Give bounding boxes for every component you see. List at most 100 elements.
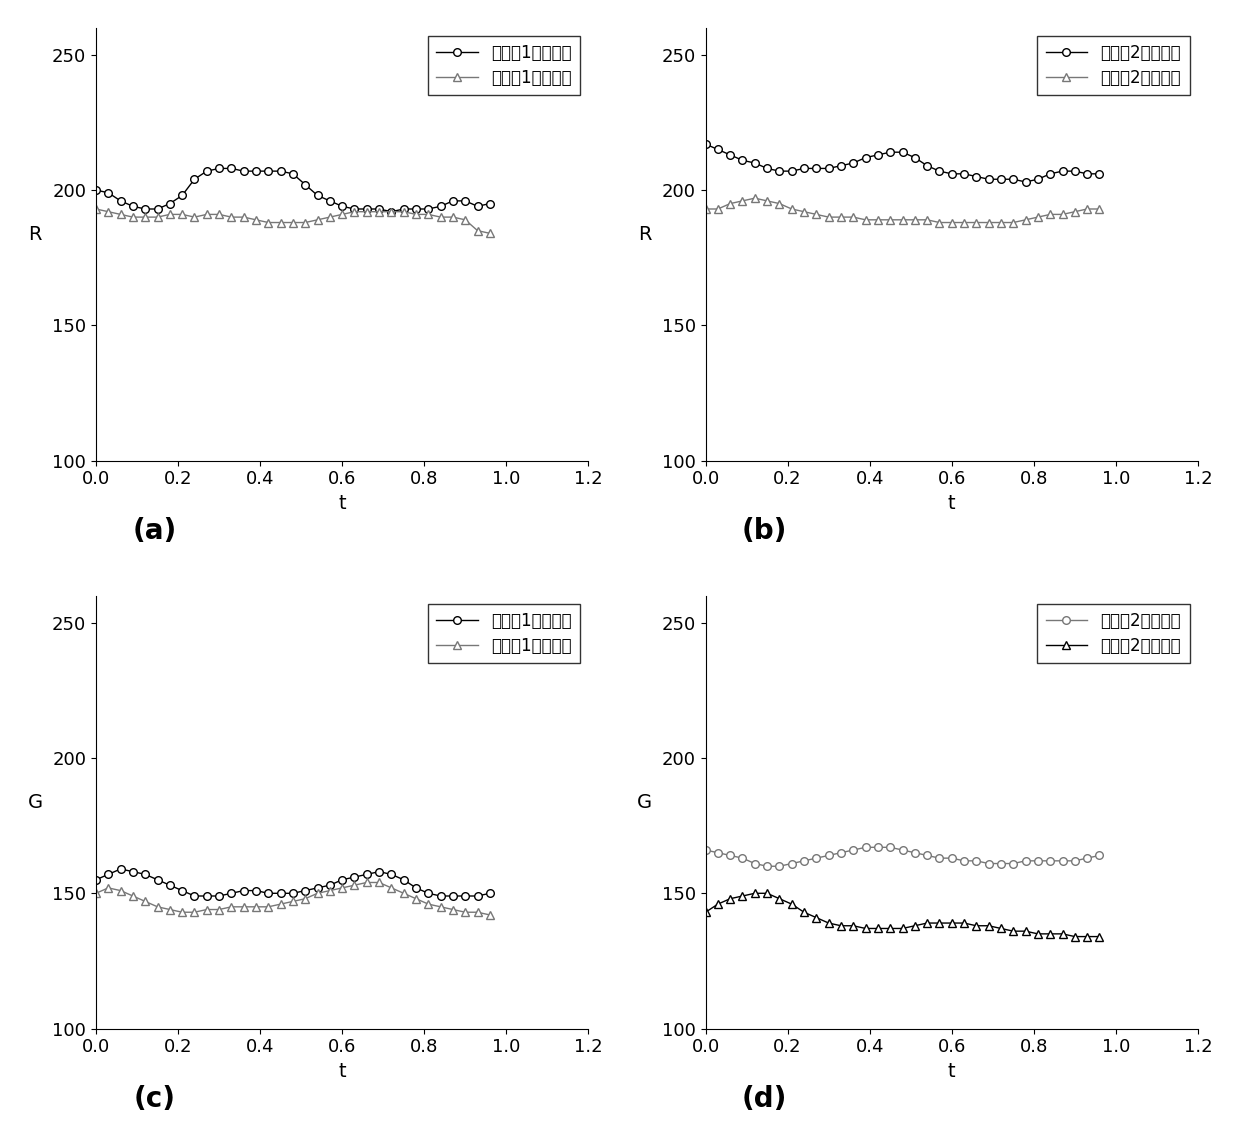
Line: 环境光1单传感器: 环境光1单传感器 bbox=[92, 165, 494, 216]
环境光1双传感器 bbox=[138, 210, 153, 224]
环境光2单传感器 bbox=[748, 156, 763, 169]
环境光1单传感器 bbox=[372, 864, 387, 878]
环境光1双传感器 bbox=[162, 903, 177, 917]
环境光1双传感器 bbox=[433, 210, 448, 224]
环境光2双传感器 bbox=[981, 216, 996, 229]
环境光2单传感器 bbox=[981, 857, 996, 870]
环境光2单传感器 bbox=[821, 849, 836, 862]
环境光2双传感器 bbox=[735, 889, 750, 903]
环境光2单传感器 bbox=[895, 843, 910, 857]
环境光1双传感器 bbox=[408, 208, 423, 222]
环境光1双传感器 bbox=[470, 224, 485, 237]
Text: (c): (c) bbox=[134, 1085, 176, 1113]
环境光2单传感器 bbox=[846, 843, 861, 857]
环境光1单传感器 bbox=[470, 889, 485, 903]
环境光1双传感器 bbox=[88, 886, 103, 900]
环境光1双传感器 bbox=[322, 210, 337, 224]
环境光1双传感器 bbox=[384, 204, 399, 218]
环境光1单传感器 bbox=[138, 868, 153, 882]
环境光1单传感器 bbox=[212, 161, 227, 175]
环境光2双传感器 bbox=[1068, 929, 1083, 943]
环境光1双传感器 bbox=[88, 202, 103, 216]
环境光2单传感器 bbox=[945, 851, 960, 864]
环境光1单传感器 bbox=[298, 178, 312, 192]
环境光2双传感器 bbox=[760, 886, 775, 900]
环境光1单传感器 bbox=[420, 202, 435, 216]
环境光1双传感器 bbox=[150, 210, 165, 224]
环境光1单传感器 bbox=[470, 200, 485, 214]
环境光2双传感器 bbox=[932, 216, 947, 229]
环境光2双传感器 bbox=[956, 216, 971, 229]
环境光1单传感器 bbox=[372, 202, 387, 216]
环境光2双传感器 bbox=[784, 897, 799, 911]
环境光1双传感器 bbox=[273, 216, 288, 229]
环境光2双传感器 bbox=[908, 919, 923, 933]
环境光1双传感器 bbox=[397, 886, 412, 900]
环境光2双传感器 bbox=[981, 919, 996, 933]
环境光2单传感器 bbox=[760, 860, 775, 874]
环境光2单传感器 bbox=[981, 173, 996, 186]
环境光1双传感器 bbox=[224, 210, 239, 224]
Line: 环境光1单传感器: 环境光1单传感器 bbox=[92, 866, 494, 900]
环境光1单传感器 bbox=[420, 886, 435, 900]
环境光2单传感器 bbox=[698, 137, 713, 151]
环境光2双传感器 bbox=[846, 919, 861, 933]
环境光2单传感器 bbox=[968, 854, 983, 868]
环境光1单传感器 bbox=[138, 202, 153, 216]
环境光2双传感器 bbox=[1006, 925, 1021, 938]
环境光2单传感器 bbox=[956, 167, 971, 181]
环境光1双传感器 bbox=[224, 900, 239, 913]
环境光1单传感器 bbox=[285, 167, 300, 181]
环境光1单传感器 bbox=[360, 868, 374, 882]
环境光1单传感器 bbox=[347, 870, 362, 884]
环境光2双传感器 bbox=[993, 216, 1008, 229]
环境光1双传感器 bbox=[237, 210, 252, 224]
环境光2双传感器 bbox=[1018, 212, 1033, 226]
环境光1单传感器 bbox=[162, 878, 177, 892]
环境光2单传感器 bbox=[858, 151, 873, 165]
环境光1双传感器 bbox=[384, 882, 399, 895]
环境光1双传感器 bbox=[100, 882, 115, 895]
环境光2双传感器 bbox=[748, 886, 763, 900]
环境光1双传感器 bbox=[175, 208, 190, 222]
环境光2单传感器 bbox=[993, 857, 1008, 870]
环境光2双传感器 bbox=[796, 905, 811, 919]
环境光2双传感器 bbox=[1092, 202, 1107, 216]
环境光2双传感器 bbox=[956, 917, 971, 930]
环境光1单传感器 bbox=[224, 161, 239, 175]
环境光2单传感器 bbox=[735, 851, 750, 864]
环境光2单传感器 bbox=[846, 156, 861, 169]
环境光2单传感器 bbox=[808, 161, 823, 175]
环境光1单传感器 bbox=[175, 189, 190, 202]
环境光2双传感器 bbox=[711, 897, 725, 911]
Legend: 环境光1单传感器, 环境光1双传感器: 环境光1单传感器, 环境光1双传感器 bbox=[428, 36, 580, 95]
X-axis label: t: t bbox=[339, 1062, 346, 1080]
环境光1单传感器 bbox=[88, 183, 103, 197]
环境光1单传感器 bbox=[113, 862, 128, 876]
环境光2双传感器 bbox=[808, 911, 823, 925]
环境光2单传感器 bbox=[870, 841, 885, 854]
环境光2双传感器 bbox=[1043, 208, 1058, 222]
环境光2单传感器 bbox=[1068, 165, 1083, 178]
环境光1单传感器 bbox=[397, 872, 412, 886]
环境光1双传感器 bbox=[482, 908, 497, 921]
环境光1双传感器 bbox=[458, 212, 472, 226]
环境光1单传感器 bbox=[200, 165, 215, 178]
环境光2单传感器 bbox=[858, 841, 873, 854]
环境光2单传感器 bbox=[1030, 854, 1045, 868]
环境光1单传感器 bbox=[408, 202, 423, 216]
环境光1双传感器 bbox=[162, 208, 177, 222]
环境光1单传感器 bbox=[125, 200, 140, 214]
环境光2单传感器 bbox=[1018, 175, 1033, 189]
Legend: 环境光2单传感器, 环境光2双传感器: 环境光2单传感器, 环境光2双传感器 bbox=[1038, 36, 1189, 95]
环境光1双传感器 bbox=[310, 212, 325, 226]
环境光1单传感器 bbox=[273, 886, 288, 900]
环境光2单传感器 bbox=[1055, 854, 1070, 868]
环境光2双传感器 bbox=[821, 917, 836, 930]
环境光1单传感器 bbox=[408, 882, 423, 895]
环境光1单传感器 bbox=[322, 194, 337, 208]
环境光2单传感器 bbox=[784, 165, 799, 178]
Y-axis label: G: G bbox=[637, 793, 652, 812]
环境光1单传感器 bbox=[100, 186, 115, 200]
环境光1单传感器 bbox=[224, 886, 239, 900]
